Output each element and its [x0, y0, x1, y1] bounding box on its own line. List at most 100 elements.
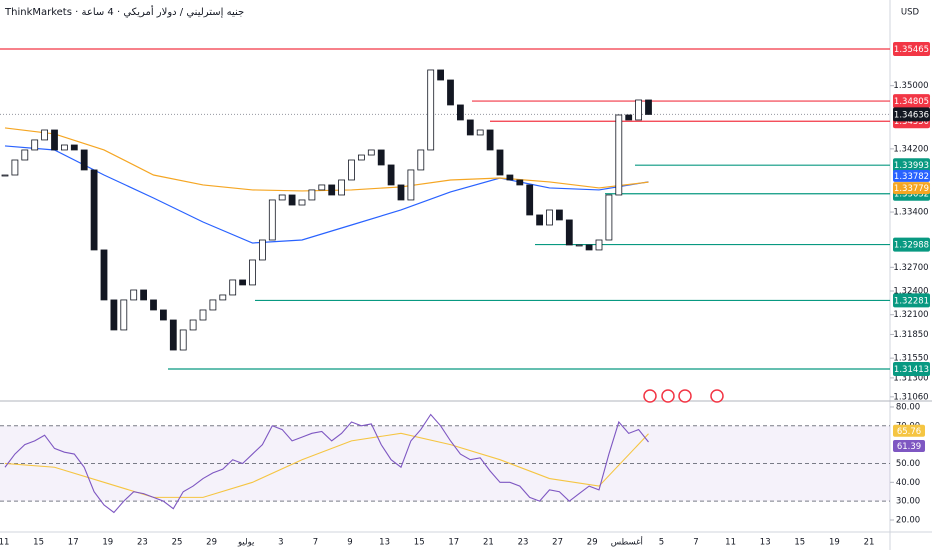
ma-label-box	[893, 169, 930, 182]
level-label-box	[893, 94, 930, 109]
event-icon[interactable]	[643, 389, 657, 403]
candle	[367, 149, 375, 156]
event-icon[interactable]	[678, 389, 692, 403]
level-label: 1.34550	[894, 117, 929, 127]
candle	[407, 169, 415, 201]
rsi-tick-label: 20.00	[896, 515, 920, 525]
candle	[496, 149, 504, 176]
x-tick-label: 17	[68, 538, 79, 548]
y-tick-label: 1.31550	[893, 354, 928, 364]
rsi-tick-label: 40.00	[896, 478, 920, 488]
candle	[476, 129, 484, 136]
rsi-value-box	[893, 440, 925, 453]
event-icon[interactable]	[661, 389, 675, 403]
candle	[585, 244, 593, 251]
x-tick-label: 17	[448, 538, 459, 548]
candle	[100, 249, 108, 301]
moving-average	[4, 127, 649, 192]
candle	[357, 154, 365, 161]
x-tick-label: 21	[864, 538, 875, 548]
candle	[150, 299, 157, 311]
x-tick-label: 7	[313, 538, 318, 548]
candle	[437, 69, 445, 81]
x-tick-label: 11	[0, 538, 9, 548]
candle	[61, 144, 68, 151]
y-tick-label: 1.31060	[893, 392, 928, 402]
candle	[31, 139, 39, 151]
ma-label: 1.33779	[894, 184, 929, 194]
rsi-value-label: 65.76	[897, 427, 921, 437]
candle	[140, 289, 148, 301]
x-tick-label: يوليو	[237, 538, 255, 548]
candle	[605, 194, 613, 241]
candle	[1, 174, 9, 177]
candle	[169, 319, 177, 351]
candle	[298, 199, 306, 206]
level-label: 1.32988	[894, 241, 929, 251]
candle	[159, 309, 167, 321]
level-label: 1.33993	[894, 161, 929, 171]
moving-average	[4, 145, 649, 244]
candle	[209, 299, 217, 311]
ma-label-box	[893, 182, 930, 195]
event-icon[interactable]	[710, 389, 724, 403]
x-tick-label: 27	[552, 538, 563, 548]
candle	[338, 179, 346, 196]
candle	[635, 99, 642, 121]
candle	[516, 179, 524, 186]
y-tick-label: 1.35000	[893, 81, 928, 91]
level-label-box	[893, 158, 930, 173]
candle	[645, 99, 652, 115]
rsi-tick-label: 80.00	[896, 402, 920, 412]
y-tick-label: 1.33400	[893, 208, 928, 218]
currency[interactable]: USD	[901, 8, 920, 18]
candle	[328, 184, 336, 196]
candle	[387, 164, 395, 186]
x-tick-label: 19	[102, 538, 113, 548]
candle	[546, 209, 553, 226]
x-tick-label: 3	[278, 538, 283, 548]
x-tick-label: 9	[347, 538, 352, 548]
candle	[51, 129, 58, 151]
candle	[556, 209, 563, 221]
x-tick-label: 23	[137, 538, 148, 548]
candle	[278, 194, 286, 201]
ma-label: 1.33782	[894, 172, 929, 182]
candle	[219, 294, 227, 301]
x-tick-label: 19	[829, 538, 840, 548]
candle	[258, 239, 266, 261]
rsi-value-box	[893, 424, 925, 437]
candle	[130, 289, 138, 301]
x-tick-label: 29	[587, 538, 598, 548]
candle	[397, 184, 405, 201]
candle	[625, 114, 633, 121]
rsi-tick-label: 30.00	[896, 497, 920, 507]
candle	[318, 184, 326, 191]
level-label-box	[893, 237, 930, 252]
chart-title: ThinkMarkets · جنيه إسترليني / دولار أمر…	[4, 5, 244, 18]
y-tick-label: 1.31300	[893, 373, 928, 383]
x-tick-label: 29	[206, 538, 217, 548]
level-label-box	[893, 361, 930, 376]
candle	[199, 309, 207, 321]
candle	[466, 119, 474, 136]
x-tick-label: 13	[760, 538, 771, 548]
candle	[179, 329, 187, 351]
x-tick-label: 15	[414, 538, 425, 548]
rsi-value-label: 61.39	[897, 442, 921, 452]
events	[643, 389, 724, 403]
candle	[70, 144, 78, 151]
x-tick-label: 23	[518, 538, 529, 548]
candle	[90, 169, 98, 251]
candle	[249, 259, 256, 286]
y-tick-label: 1.34200	[893, 144, 928, 154]
candle	[21, 149, 29, 161]
level-label: 1.35465	[894, 45, 929, 55]
candle	[427, 69, 435, 151]
x-tick-label: 15	[794, 538, 805, 548]
candle	[348, 159, 355, 181]
x-tick-label: 25	[172, 538, 183, 548]
candle	[456, 104, 464, 121]
